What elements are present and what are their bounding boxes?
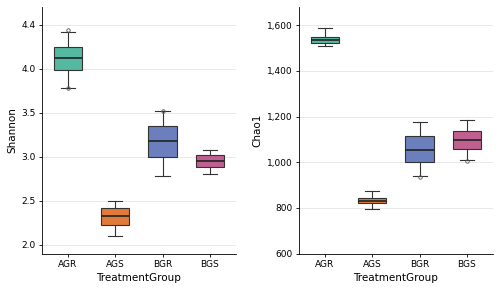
Bar (101, 208, 130, 225)
Bar (406, 136, 434, 162)
Bar (358, 198, 386, 203)
Bar (148, 126, 177, 157)
Y-axis label: Shannon: Shannon (7, 107, 17, 153)
X-axis label: TreatmentGroup: TreatmentGroup (354, 273, 438, 283)
Y-axis label: Chao1: Chao1 (252, 114, 262, 147)
X-axis label: TreatmentGroup: TreatmentGroup (96, 273, 182, 283)
Bar (196, 155, 224, 167)
Bar (54, 48, 82, 70)
Bar (310, 37, 339, 43)
Bar (453, 131, 481, 148)
